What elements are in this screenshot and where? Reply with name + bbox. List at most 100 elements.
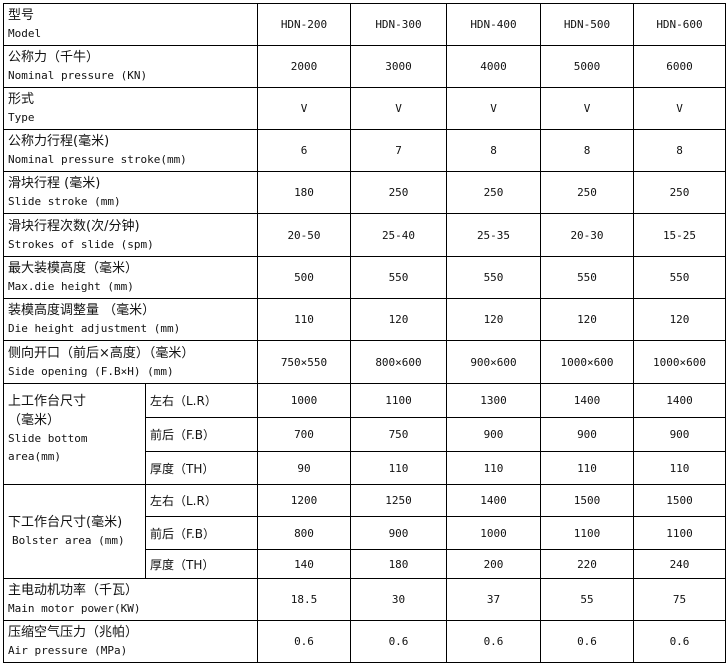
label-cn: 压缩空气压力（兆帕）: [8, 625, 139, 640]
value-cell: 20-50: [257, 213, 351, 257]
value-cell: 8: [540, 129, 634, 172]
value-cell: 0.6: [540, 620, 634, 663]
value-cell: 4000: [446, 45, 541, 88]
table-row: 形式 Type V V V V V: [3, 87, 726, 130]
value-cell: HDN-200: [257, 3, 351, 46]
value-cell: 5000: [540, 45, 634, 88]
table-row: 滑块行程 (毫米) Slide stroke (mm) 180 250 250 250 25…: [3, 171, 726, 214]
value-cell: 110: [257, 298, 351, 341]
value-cell: 25-35: [446, 213, 541, 257]
table-row: 上工作台尺寸 （毫米） Slide bottom area(mm) 左右（L.R） 100…: [3, 383, 726, 485]
label-en: Type: [8, 111, 35, 124]
value-cell: 1200: [257, 484, 351, 517]
label-cn: 型号: [8, 8, 35, 23]
value-cell: 1400: [633, 383, 726, 418]
label-cn: 公称力行程(毫米): [8, 134, 110, 149]
row-label: 装模高度调整量 （毫米） Die height adjustment (mm): [3, 298, 258, 341]
table-row: 前后（F.B） 800 900 1000 1100 1100: [4, 516, 726, 550]
label-en: Max.die height (mm): [8, 280, 134, 293]
value-cell: V: [350, 87, 447, 130]
label-en: Model: [8, 27, 42, 40]
row-label: 滑块行程 (毫米) Slide stroke (mm): [3, 171, 258, 214]
value-cell: 900: [350, 516, 447, 550]
group-label: 上工作台尺寸 （毫米） Slide bottom area(mm): [3, 383, 146, 485]
label-en: Bolster area (mm): [12, 534, 125, 547]
row-label: 形式 Type: [3, 87, 258, 130]
value-cell: 1500: [540, 484, 634, 517]
row-label: 侧向开口（前后×高度）（毫米） Side opening (F.B×H) (mm): [3, 340, 258, 384]
value-cell: 110: [350, 451, 447, 485]
value-cell: V: [446, 87, 541, 130]
row-label: 滑块行程次数(次/分钟) Strokes of slide (spm): [3, 213, 258, 257]
value-cell: 0.6: [446, 620, 541, 663]
value-cell: HDN-300: [350, 3, 447, 46]
value-cell: 180: [350, 549, 447, 579]
table-row: 厚度（TH） 90 110 110 110 110: [4, 451, 726, 485]
value-cell: 2000: [257, 45, 351, 88]
value-cell: V: [633, 87, 726, 130]
value-cell: 75: [633, 578, 726, 621]
row-label: 型号 Model: [3, 3, 258, 46]
value-cell: 1100: [633, 516, 726, 550]
label-en: Die height adjustment (mm): [8, 322, 181, 335]
value-cell: 120: [446, 298, 541, 341]
row-label: 公称力（千牛） Nominal pressure (KN): [3, 45, 258, 88]
label-en: Air pressure (MPa): [8, 644, 128, 657]
spec-table: 型号 Model HDN-200 HDN-300 HDN-400 HDN-500 HDN-6…: [3, 3, 726, 663]
value-cell: 900: [540, 417, 634, 452]
value-cell: 37: [446, 578, 541, 621]
sub-label: 前后（F.B）: [145, 417, 258, 452]
table-row: 滑块行程次数(次/分钟) Strokes of slide (spm) 20-50 2…: [3, 213, 726, 257]
value-cell: 1000×600: [633, 340, 726, 384]
value-cell: 7: [350, 129, 447, 172]
row-label: 最大装模高度（毫米） Max.die height (mm): [3, 256, 258, 299]
value-cell: 1250: [350, 484, 447, 517]
value-cell: 8: [446, 129, 541, 172]
value-cell: 6: [257, 129, 351, 172]
group-label: 下工作台尺寸(毫米) Bolster area (mm): [3, 484, 146, 579]
value-cell: 550: [350, 256, 447, 299]
label-cn: 上工作台尺寸: [8, 394, 87, 409]
value-cell: 250: [540, 171, 634, 214]
table-row: 主电动机功率（千瓦） Main motor power(KW) 18.5 30 37 55…: [3, 578, 726, 621]
value-cell: 1400: [446, 484, 541, 517]
sub-label: 厚度（TH）: [145, 451, 258, 485]
label-cn: 装模高度调整量 （毫米）: [8, 303, 156, 318]
label-en: Slide bottom: [8, 432, 88, 445]
value-cell: 250: [633, 171, 726, 214]
value-cell: 750×550: [257, 340, 351, 384]
label-cn: 滑块行程次数(次/分钟): [8, 218, 140, 234]
value-cell: 500: [257, 256, 351, 299]
table-row: 侧向开口（前后×高度）（毫米） Side opening (F.B×H) (mm)…: [3, 340, 726, 384]
value-cell: 900×600: [446, 340, 541, 384]
value-cell: HDN-500: [540, 3, 634, 46]
value-cell: 550: [540, 256, 634, 299]
label-en: Side opening (F.B×H) (mm): [8, 364, 174, 378]
value-cell: 110: [633, 451, 726, 485]
value-cell: HDN-400: [446, 3, 541, 46]
value-cell: 900: [446, 417, 541, 452]
table-row: 下工作台尺寸(毫米) Bolster area (mm) 左右（L.R） 1200 12…: [3, 484, 726, 579]
value-cell: 1100: [350, 383, 447, 418]
value-cell: 800×600: [350, 340, 447, 384]
value-cell: 550: [633, 256, 726, 299]
label-cn: 最大装模高度（毫米）: [8, 261, 139, 276]
value-cell: 120: [350, 298, 447, 341]
label-cn: 主电动机功率（千瓦）: [8, 583, 139, 598]
sub-label: 厚度（TH）: [145, 549, 258, 579]
label-cn: 滑块行程 (毫米): [8, 176, 101, 191]
value-cell: 0.6: [350, 620, 447, 663]
label-cn: （毫米）: [8, 413, 61, 428]
row-label: 公称力行程(毫米) Nominal pressure stroke(mm): [3, 129, 258, 172]
table-row: 最大装模高度（毫米） Max.die height (mm) 500 550 550 55…: [3, 256, 726, 299]
value-cell: 1000: [257, 383, 351, 418]
label-en: Strokes of slide (spm): [8, 237, 154, 251]
value-cell: 15-25: [633, 213, 726, 257]
value-cell: 1000: [446, 516, 541, 550]
value-cell: V: [257, 87, 351, 130]
value-cell: 800: [257, 516, 351, 550]
table-row: 型号 Model HDN-200 HDN-300 HDN-400 HDN-500 HDN-6…: [3, 3, 726, 46]
label-en: Main motor power(KW): [8, 602, 141, 615]
value-cell: 90: [257, 451, 351, 485]
value-cell: 200: [446, 549, 541, 579]
